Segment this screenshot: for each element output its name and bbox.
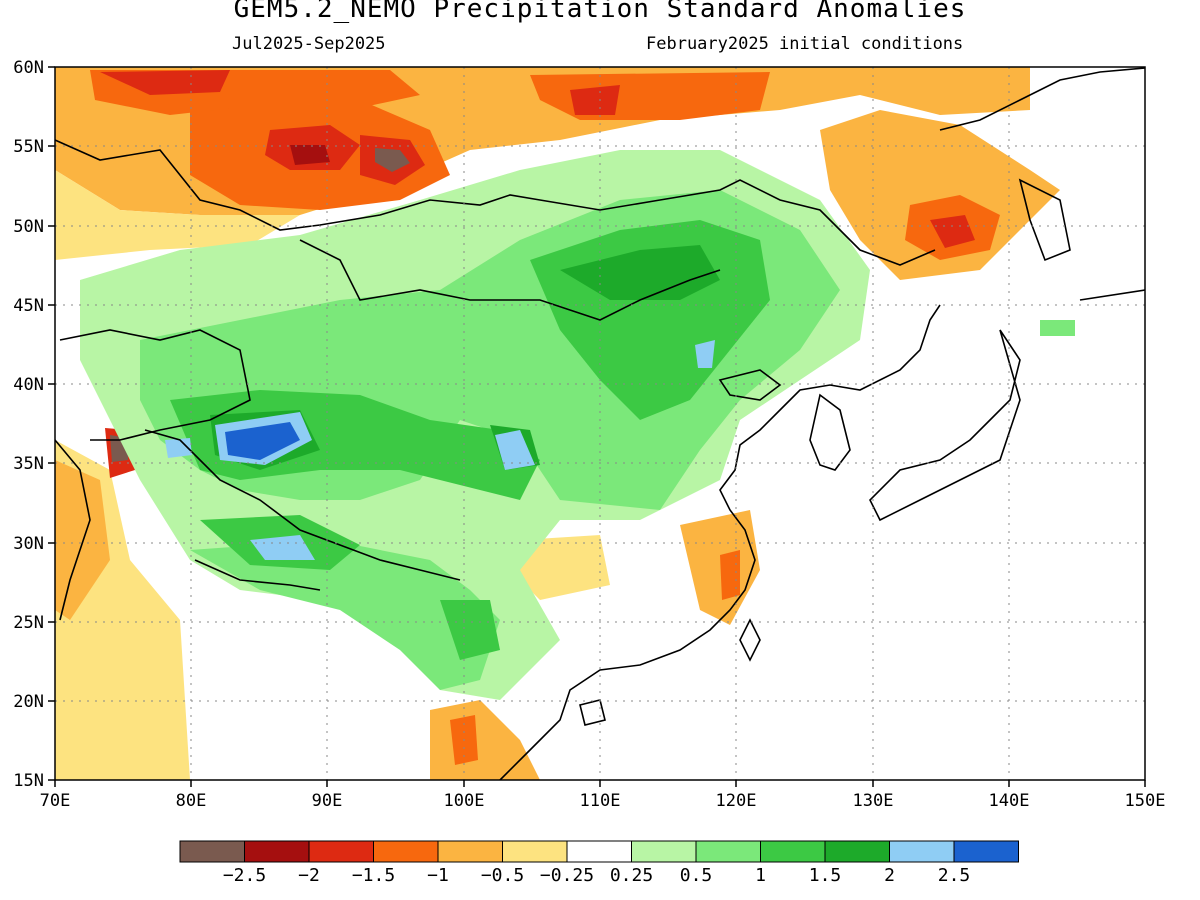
- colorbar-label: 2.5: [938, 865, 971, 886]
- colorbar-label: −1.5: [352, 865, 395, 886]
- anomaly-siberia-brown: [375, 148, 410, 172]
- lon-label: 80E: [176, 791, 207, 811]
- colorbar-swatch: [179, 840, 245, 863]
- colorbar-label: 1.5: [809, 865, 842, 886]
- lon-label: 100E: [444, 791, 485, 811]
- lat-label: 30N: [13, 534, 44, 554]
- forecast-period: Jul2025-Sep2025: [232, 34, 386, 54]
- colorbar-label: 0.5: [680, 865, 713, 886]
- colorbar: −2.5 −2 −1.5 −1 −0.5 −0.25 0.25 0.5 1 1.5 2 2.5: [179, 840, 1019, 886]
- colorbar-swatch: [502, 840, 568, 863]
- colorbar-swatch: [953, 840, 1019, 863]
- anomaly-wet-darker: [560, 245, 720, 300]
- anomaly-central-dry: [515, 535, 610, 600]
- colorbar-swatch: [308, 840, 374, 863]
- anomaly-wet-deepblue: [225, 422, 300, 460]
- anomaly-amur-dry: [820, 110, 1060, 280]
- colorbar-label: 0.25: [610, 865, 653, 886]
- colorbar-label: −2.5: [223, 865, 266, 886]
- anomaly-amur-red: [930, 215, 975, 248]
- anomaly-wet-blue5: [165, 438, 192, 458]
- graticule: [55, 67, 1145, 780]
- anomaly-wet-mid2: [190, 540, 500, 690]
- anomaly-field: [55, 67, 1075, 780]
- lat-label: 45N: [13, 296, 44, 316]
- lat-label: 35N: [13, 454, 44, 474]
- lat-labels: 60N 55N 50N 45N 40N 35N 30N 25N 20N 15N: [13, 58, 44, 791]
- colorbar-label: −0.5: [481, 865, 524, 886]
- colorbar-swatch: [760, 840, 826, 863]
- anomaly-indochina-dry: [430, 700, 540, 780]
- anomaly-japan-wet: [1040, 320, 1075, 336]
- colorbar-swatch: [889, 840, 955, 863]
- colorbar-label: −1: [427, 865, 449, 886]
- anomaly-wet-blue3: [250, 535, 315, 560]
- lat-label: 60N: [13, 58, 44, 78]
- lat-label: 20N: [13, 692, 44, 712]
- lat-label: 55N: [13, 137, 44, 157]
- anomaly-siberia-darkred: [290, 145, 330, 165]
- colorbar-swatch: [373, 840, 439, 863]
- lon-label: 90E: [312, 791, 343, 811]
- colorbar-swatch: [437, 840, 503, 863]
- coastlines: [54, 67, 1146, 781]
- colorbar-label: 2: [884, 865, 895, 886]
- lat-label: 25N: [13, 613, 44, 633]
- lon-label: 120E: [716, 791, 757, 811]
- lon-label: 150E: [1125, 791, 1166, 811]
- colorbar-swatch: [566, 840, 632, 863]
- colorbar-label: 1: [755, 865, 766, 886]
- map-title: GEM5.2_NEMO Precipitation Standard Anoma…: [233, 0, 967, 24]
- anomaly-wet-blue4: [695, 340, 715, 368]
- anomaly-siberia-red3: [100, 70, 230, 95]
- anomaly-wet-strong4: [440, 600, 500, 660]
- colorbar-label: −2: [298, 865, 320, 886]
- colorbar-swatch: [824, 840, 890, 863]
- colorbar-label: −0.25: [540, 865, 594, 886]
- anomaly-southchina-orange: [720, 550, 740, 600]
- lon-label: 70E: [40, 791, 71, 811]
- colorbar-swatch: [631, 840, 697, 863]
- lon-labels: 70E 80E 90E 100E 110E 120E 130E 140E 150…: [40, 791, 1166, 811]
- colorbar-swatch: [244, 840, 310, 863]
- colorbar-swatch: [695, 840, 761, 863]
- anomaly-north-dry-yellow: [55, 170, 300, 260]
- lon-label: 130E: [853, 791, 894, 811]
- anomaly-north-orange2: [530, 72, 770, 120]
- anomaly-siberia-red4: [570, 85, 620, 115]
- lat-label: 40N: [13, 375, 44, 395]
- anomaly-southchina-dry: [680, 510, 760, 625]
- initial-conditions: February2025 initial conditions: [646, 34, 964, 54]
- anomaly-wet-blue2: [495, 430, 535, 470]
- lon-label: 110E: [580, 791, 621, 811]
- lat-label: 15N: [13, 771, 44, 791]
- lon-label: 140E: [989, 791, 1030, 811]
- axis-ticks: [48, 66, 1146, 787]
- lat-label: 50N: [13, 217, 44, 237]
